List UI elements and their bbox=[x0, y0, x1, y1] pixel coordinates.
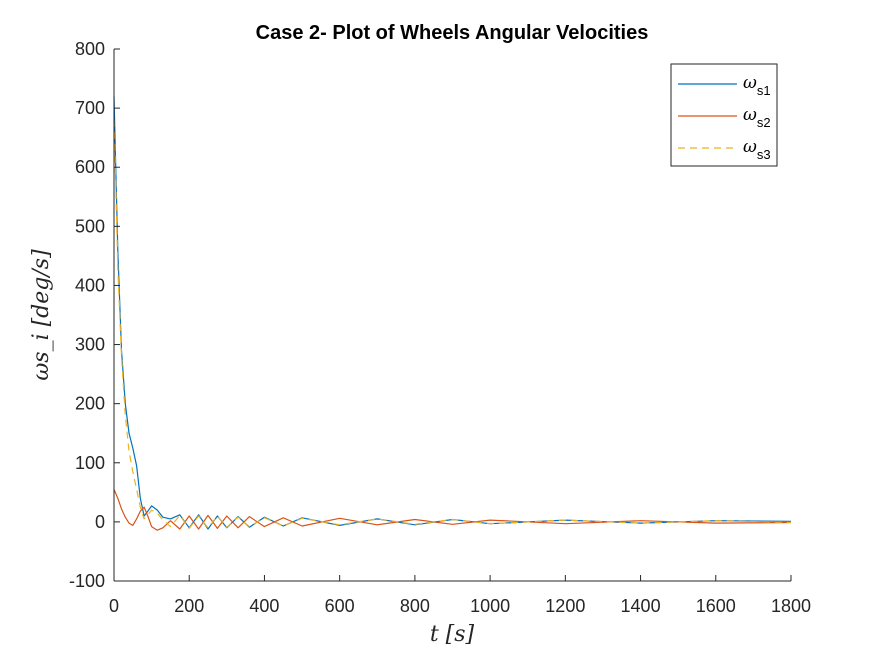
legend-label-main: ω bbox=[743, 137, 757, 157]
legend-label-3: ωs3 bbox=[743, 137, 771, 162]
chart-title: Case 2- Plot of Wheels Angular Velocitie… bbox=[256, 22, 649, 44]
series-line-3 bbox=[113, 119, 792, 530]
y-tick-label: 800 bbox=[75, 39, 105, 59]
y-axis-label: ωs_i [deg/s] bbox=[29, 249, 54, 381]
legend-label-sub: s1 bbox=[757, 83, 771, 98]
x-tick-label: 1400 bbox=[621, 596, 661, 616]
x-tick-label: 800 bbox=[400, 596, 430, 616]
legend-label-2: ωs2 bbox=[743, 105, 771, 130]
y-axis-label-text: ωs_i [deg/s] bbox=[29, 249, 54, 381]
legend-label-sub: s3 bbox=[757, 147, 771, 162]
legend-box bbox=[670, 63, 778, 167]
legend-label-main: ω bbox=[743, 105, 757, 125]
y-tick-label: 100 bbox=[75, 453, 105, 473]
x-axis-ticks: 0 200 400 600 800 1000 1200 1400 1600 1800 bbox=[109, 575, 811, 616]
y-tick-label: 300 bbox=[75, 335, 105, 355]
y-tick-label: 0 bbox=[95, 512, 105, 532]
x-tick-label: 1200 bbox=[545, 596, 585, 616]
y-tick-label: -100 bbox=[69, 571, 105, 591]
y-axis-ticks: -100 0 100 200 300 400 500 600 700 800 bbox=[69, 39, 120, 591]
legend-label-sub: s2 bbox=[757, 115, 771, 130]
x-tick-label: 600 bbox=[325, 596, 355, 616]
x-tick-label: 1800 bbox=[771, 596, 811, 616]
x-axis-label: t [s] bbox=[430, 622, 475, 647]
y-tick-label: 200 bbox=[75, 394, 105, 414]
series-layer bbox=[113, 96, 792, 531]
x-tick-label: 1000 bbox=[470, 596, 510, 616]
y-tick-label: 600 bbox=[75, 157, 105, 177]
y-tick-label: 700 bbox=[75, 98, 105, 118]
x-tick-label: 400 bbox=[249, 596, 279, 616]
legend-label-main: ω bbox=[743, 73, 757, 93]
x-axis-label-text: t [s] bbox=[430, 622, 475, 647]
y-tick-label: 400 bbox=[75, 275, 105, 295]
legend-label-1: ωs1 bbox=[743, 73, 771, 98]
y-tick-label: 500 bbox=[75, 216, 105, 236]
x-tick-label: 0 bbox=[109, 596, 119, 616]
x-tick-label: 200 bbox=[174, 596, 204, 616]
x-tick-label: 1600 bbox=[696, 596, 736, 616]
